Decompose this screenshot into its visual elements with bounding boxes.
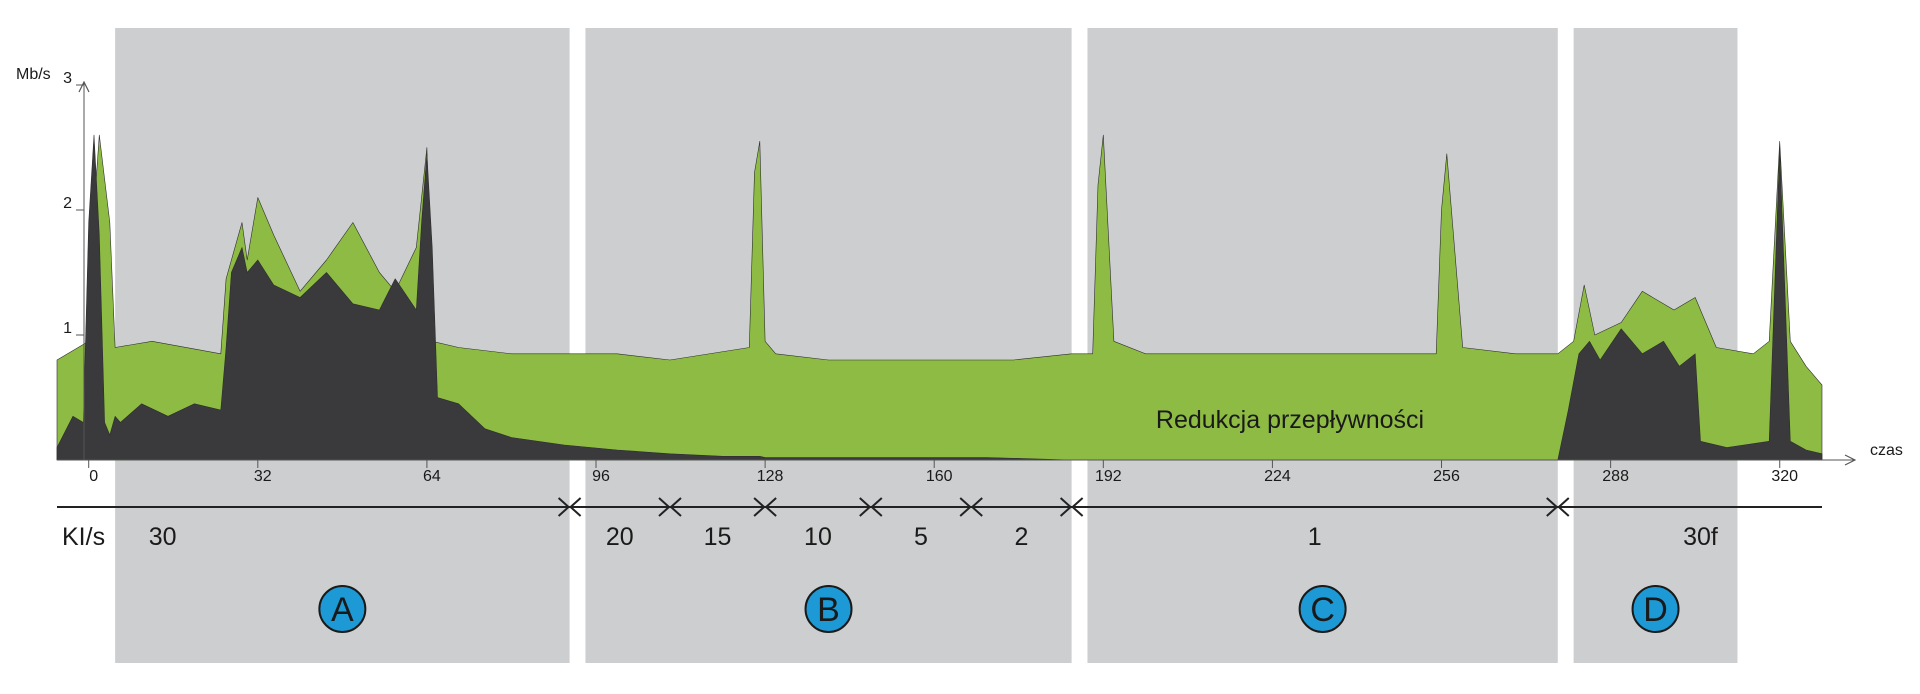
segment-arrow-start <box>1071 497 1084 517</box>
x-tick-label: 160 <box>926 468 953 485</box>
segment-arrows <box>557 497 1570 517</box>
phase-badge-label: D <box>1643 591 1668 629</box>
x-tick-label: 96 <box>592 468 610 485</box>
segment-label: 30 <box>149 523 177 551</box>
y-tick-label: 1 <box>63 320 72 337</box>
phase-band-b <box>585 28 1072 663</box>
phase-badge-label: C <box>1310 591 1335 629</box>
segment-label: 1 <box>1308 523 1322 551</box>
phase-badges: A B C D <box>318 585 1680 633</box>
series-area-1 <box>56 134 1823 461</box>
phase-badge-a: A <box>318 585 367 633</box>
x-tick-label: 128 <box>757 468 784 485</box>
x-tick-label: 32 <box>254 468 272 485</box>
segment-arrow-start <box>669 497 682 517</box>
phase-bands <box>115 28 1738 663</box>
annotation-label: Redukcja przepływności <box>1156 406 1424 434</box>
y-tick-label: 3 <box>63 70 72 87</box>
y-tick-label: 2 <box>63 195 72 212</box>
phase-badge-b: B <box>804 585 853 633</box>
phase-badge-circle <box>318 585 367 633</box>
phase-badge-circle <box>1298 585 1347 633</box>
axes: Mb/s czas <box>16 66 1903 460</box>
phase-band-c <box>1087 28 1558 663</box>
phase-badge-label: B <box>817 591 840 629</box>
segment-arrow-start <box>970 497 983 517</box>
segment-label: 15 <box>704 523 732 551</box>
segment-arrow-end <box>753 497 766 517</box>
rate-timeline: KI/s 30 20 15 10 5 2 1 30f <box>57 497 1822 551</box>
segment-arrow-end <box>557 497 571 517</box>
segment-arrow-end <box>1059 497 1073 517</box>
phase-badge-circle <box>804 585 853 633</box>
phase-badge-label: A <box>331 591 354 629</box>
segment-arrow-start <box>569 497 582 517</box>
y-ticks: 1 2 3 <box>63 70 84 337</box>
segment-label: 20 <box>606 523 634 551</box>
phase-badge-c: C <box>1298 585 1347 633</box>
segment-label: 5 <box>914 523 928 551</box>
x-tick-label: 224 <box>1264 468 1291 485</box>
series-area-0 <box>56 134 1823 461</box>
segment-arrow-end <box>859 497 872 517</box>
x-tick-label: 192 <box>1095 468 1122 485</box>
x-ticks: 0 32 64 96 128 160 192 224 256 288 320 <box>88 460 1798 485</box>
segment-label: 30f <box>1683 523 1718 551</box>
segment-label: 10 <box>804 523 832 551</box>
segment-arrow-start <box>870 497 883 517</box>
x-tick-label: 288 <box>1602 468 1629 485</box>
segment-arrow-end <box>1546 497 1559 517</box>
x-tick-label: 320 <box>1771 468 1798 485</box>
x-tick-label: 64 <box>423 468 441 485</box>
segment-labels: 30 20 15 10 5 2 1 30f <box>149 523 1718 551</box>
y-axis-label: Mb/s <box>16 66 51 83</box>
phase-badge-circle <box>1631 585 1680 633</box>
segment-label: 2 <box>1014 523 1028 551</box>
segment-arrow-end <box>959 497 972 517</box>
x-tick-label: 256 <box>1433 468 1460 485</box>
segment-arrow-start <box>764 497 777 517</box>
x-axis-label: czas <box>1870 442 1903 459</box>
rate-label: KI/s <box>62 523 105 551</box>
x-tick-label: 0 <box>89 468 98 485</box>
phase-badge-d: D <box>1631 585 1680 633</box>
segment-arrow-start <box>1557 497 1570 517</box>
segment-arrow-end <box>658 497 671 517</box>
series-layer <box>56 134 1823 461</box>
